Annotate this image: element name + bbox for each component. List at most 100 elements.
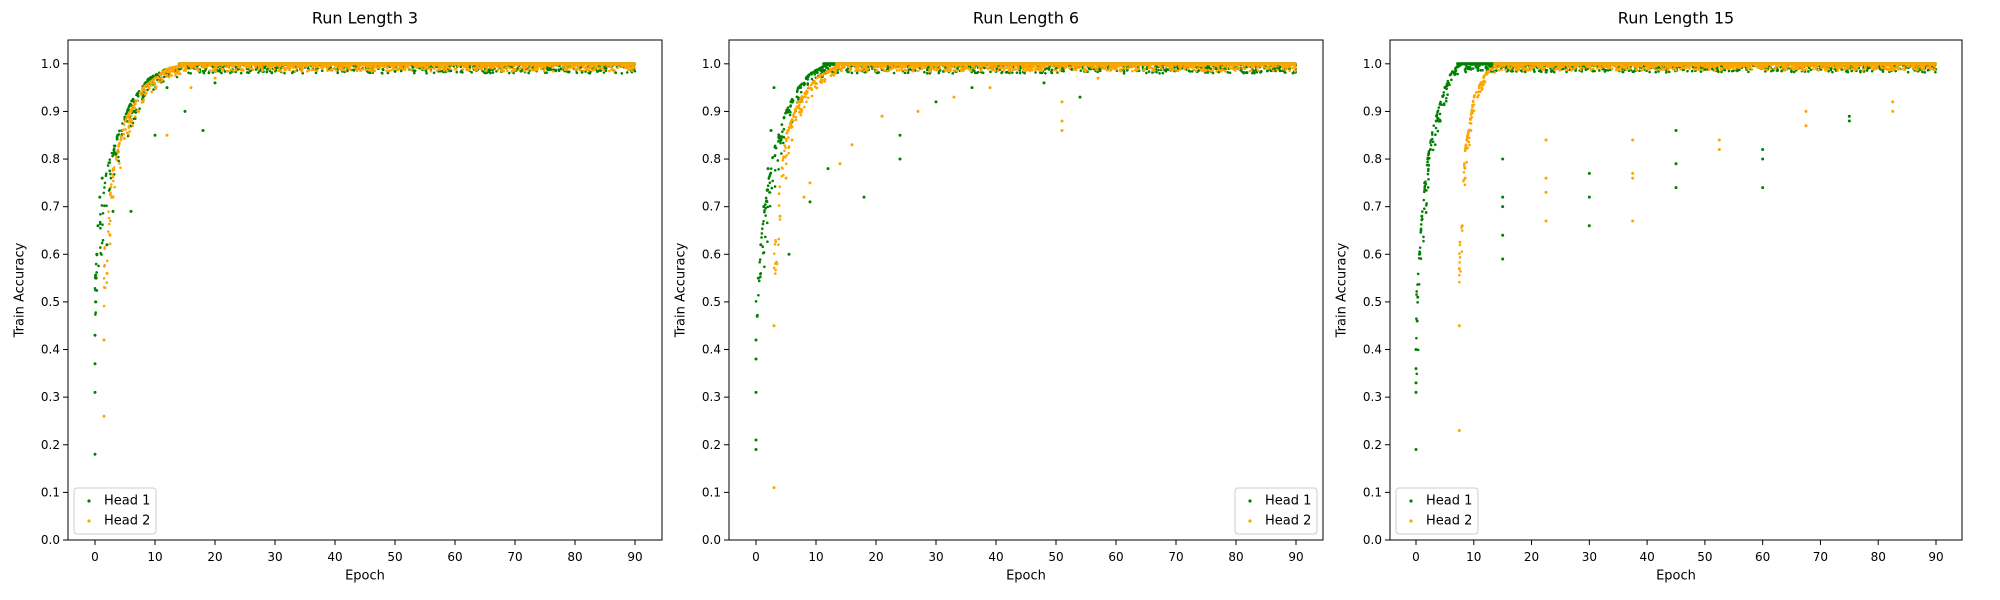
data-point <box>143 82 147 85</box>
x-tick-label: 80 <box>1228 550 1243 564</box>
x-tick-label: 10 <box>147 550 162 564</box>
data-point <box>433 67 436 70</box>
data-point <box>104 172 108 176</box>
y-tick-label: 0.5 <box>41 295 60 309</box>
data-point <box>174 73 177 77</box>
data-point <box>600 67 604 71</box>
data-point <box>148 80 152 84</box>
data-point <box>781 130 784 133</box>
data-point <box>141 95 145 99</box>
data-point <box>278 68 281 71</box>
data-point <box>785 108 789 111</box>
data-point <box>1122 70 1126 73</box>
data-point <box>429 67 433 70</box>
data-point <box>616 66 620 69</box>
data-point <box>1242 71 1245 75</box>
data-point <box>117 159 120 163</box>
data-point <box>283 66 286 70</box>
data-point <box>380 72 384 75</box>
data-point <box>527 71 530 75</box>
data-point <box>129 119 133 123</box>
data-point <box>105 271 109 275</box>
data-point <box>542 69 546 73</box>
data-point <box>167 75 171 79</box>
data-point <box>366 70 370 74</box>
data-point <box>461 67 465 71</box>
data-point <box>364 68 367 72</box>
data-point <box>1145 71 1148 75</box>
y-axis-label: Train Accuracy <box>13 242 28 338</box>
data-point <box>782 127 786 131</box>
chart-title: Run Length 6 <box>973 9 1079 28</box>
data-point <box>105 281 109 284</box>
x-tick-label: 40 <box>327 550 342 564</box>
data-point <box>503 66 507 70</box>
data-point <box>620 72 624 75</box>
data-point <box>336 71 340 75</box>
data-point <box>421 67 424 70</box>
data-point <box>780 152 783 155</box>
data-point <box>237 66 241 69</box>
data-point <box>413 65 417 69</box>
chart-panel: Run Length 30 10 20 30 40 50 60 70 80 900.00.10.2… <box>13 9 663 584</box>
data-point <box>597 69 600 73</box>
data-point <box>110 151 114 155</box>
data-point <box>141 90 144 94</box>
y-tick-label: 0.2 <box>702 438 721 452</box>
data-point <box>455 70 459 74</box>
data-point <box>94 274 98 277</box>
data-point <box>99 246 102 249</box>
data-point <box>232 69 236 73</box>
data-point <box>111 175 115 179</box>
data-point <box>118 129 121 133</box>
data-point <box>557 69 561 73</box>
data-point <box>194 66 197 70</box>
data-point <box>201 65 205 69</box>
data-point <box>412 69 415 72</box>
data-point <box>265 70 269 74</box>
data-point <box>124 128 127 131</box>
data-point <box>605 66 608 70</box>
data-point <box>773 154 777 157</box>
data-point <box>1044 71 1047 75</box>
data-point <box>554 68 557 72</box>
data-point <box>627 67 630 71</box>
data-point <box>119 166 122 169</box>
data-point <box>387 69 391 73</box>
data-point <box>1211 71 1215 75</box>
data-point <box>788 113 792 117</box>
data-point <box>770 186 774 190</box>
data-point <box>190 66 194 69</box>
data-point <box>94 262 98 266</box>
data-point <box>146 83 150 86</box>
data-point <box>130 114 133 117</box>
y-tick-label: 0.8 <box>41 152 60 166</box>
data-point <box>173 65 176 69</box>
data-point <box>512 67 515 71</box>
data-point <box>352 69 356 72</box>
data-point <box>112 179 115 183</box>
data-point <box>133 102 136 106</box>
data-point <box>105 243 109 247</box>
data-point <box>113 185 117 189</box>
data-point <box>314 71 318 75</box>
data-point <box>103 245 107 249</box>
data-point <box>138 107 141 110</box>
data-point <box>773 185 777 188</box>
data-point <box>109 193 112 197</box>
data-point <box>612 69 616 73</box>
data-point <box>608 69 611 73</box>
data-point <box>116 148 120 152</box>
data-point <box>129 110 133 114</box>
data-point <box>519 67 522 70</box>
data-point <box>115 137 119 141</box>
data-point <box>424 69 428 73</box>
data-point <box>475 68 479 72</box>
data-point <box>287 67 291 70</box>
data-point <box>766 205 770 209</box>
data-point <box>489 64 492 68</box>
data-point <box>95 252 99 256</box>
data-point <box>568 66 571 69</box>
data-point <box>1157 68 1160 72</box>
